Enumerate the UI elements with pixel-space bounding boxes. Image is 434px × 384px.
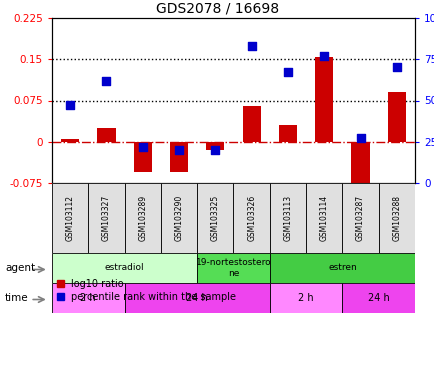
Bar — [124, 283, 269, 313]
Text: GDS2078 / 16698: GDS2078 / 16698 — [155, 2, 279, 16]
Bar — [233, 183, 269, 253]
Point — [139, 144, 146, 150]
Text: time: time — [5, 293, 29, 303]
Point — [392, 65, 399, 71]
Bar — [315, 56, 332, 142]
Legend: log10 ratio, percentile rank within the sample: log10 ratio, percentile rank within the … — [57, 279, 236, 302]
Text: 24 h: 24 h — [186, 293, 207, 303]
Text: 19-nortestostero
ne: 19-nortestostero ne — [195, 258, 271, 278]
Point — [248, 43, 255, 49]
Point — [175, 147, 182, 153]
Bar — [124, 183, 161, 253]
Point — [103, 78, 110, 84]
Bar — [342, 183, 378, 253]
Text: GSM103112: GSM103112 — [66, 195, 75, 241]
Bar — [197, 253, 269, 283]
Point — [66, 103, 73, 109]
Bar — [378, 183, 414, 253]
Text: GSM103287: GSM103287 — [355, 195, 364, 241]
Text: GSM103288: GSM103288 — [391, 195, 401, 241]
Text: GSM103289: GSM103289 — [138, 195, 147, 241]
Bar — [88, 183, 124, 253]
Text: agent: agent — [5, 263, 35, 273]
Text: GSM103325: GSM103325 — [210, 195, 219, 241]
Bar — [269, 253, 414, 283]
Bar — [97, 128, 115, 142]
Text: GSM103326: GSM103326 — [247, 195, 256, 241]
Bar — [269, 283, 342, 313]
Bar — [269, 183, 306, 253]
Text: 2 h: 2 h — [298, 293, 313, 303]
Point — [356, 136, 363, 142]
Bar — [161, 183, 197, 253]
Bar — [242, 106, 260, 142]
Bar — [351, 142, 369, 183]
Bar — [52, 283, 124, 313]
Text: 2 h: 2 h — [80, 293, 96, 303]
Point — [284, 70, 291, 76]
Text: GSM103327: GSM103327 — [102, 195, 111, 241]
Bar — [306, 183, 342, 253]
Bar — [52, 183, 88, 253]
Bar — [170, 142, 187, 172]
Bar — [342, 283, 414, 313]
Text: GSM103114: GSM103114 — [319, 195, 328, 241]
Bar — [197, 183, 233, 253]
Text: 24 h: 24 h — [367, 293, 389, 303]
Text: GSM103113: GSM103113 — [283, 195, 292, 241]
Bar — [387, 92, 405, 142]
Bar — [133, 142, 151, 172]
Text: estradiol: estradiol — [105, 263, 144, 273]
Text: GSM103290: GSM103290 — [174, 195, 183, 241]
Point — [211, 147, 218, 153]
Bar — [52, 253, 197, 283]
Bar — [61, 139, 79, 142]
Bar — [278, 125, 296, 142]
Bar — [206, 142, 224, 150]
Point — [320, 53, 327, 59]
Text: estren: estren — [327, 263, 356, 273]
